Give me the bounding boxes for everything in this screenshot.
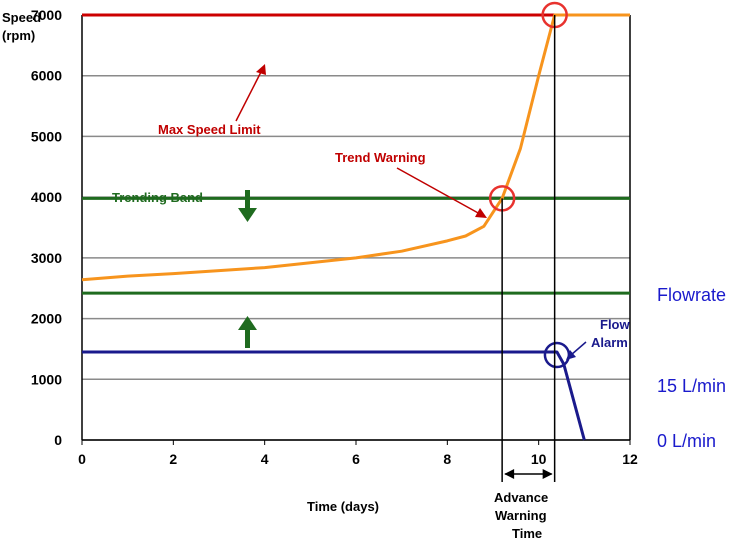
series (82, 15, 630, 440)
x-tick-label-0: 0 (78, 451, 86, 467)
max-speed-limit-label: Max Speed Limit (158, 122, 261, 137)
advance-warning-label-line3: Time (512, 526, 542, 541)
x-tick-label-4: 8 (443, 451, 451, 467)
flowrate-label: Flowrate (657, 285, 726, 305)
grid (82, 15, 630, 440)
flowrate-0-label: 0 L/min (657, 431, 716, 451)
trending-band-down-arrowhead (238, 208, 257, 222)
axes (82, 15, 630, 440)
advance-warning-label-line2: Warning (495, 508, 547, 523)
flow-alarm-label-line1: Flow (600, 317, 630, 332)
y-tick-label-2: 2000 (31, 311, 62, 327)
trend-warning-arrow-line (397, 168, 480, 214)
advance-warning-label-line1: Advance (494, 490, 548, 505)
advance-warning-arrowhead-left (504, 469, 514, 479)
y-tick-label-6: 6000 (31, 68, 62, 84)
y-tick-label-3: 3000 (31, 250, 62, 266)
y-axis-title-line1: Speed (2, 10, 41, 25)
trend-warning-label: Trend Warning (335, 150, 426, 165)
x-tick-label-5: 10 (531, 451, 547, 467)
x-tick-label-2: 4 (261, 451, 269, 467)
y-tick-label-1: 1000 (31, 371, 62, 387)
y-tick-label-5: 5000 (31, 128, 62, 144)
y-tick-label-4: 4000 (31, 189, 62, 205)
flow-alarm-label-line2: Alarm (591, 335, 628, 350)
flow-series-line (82, 352, 584, 440)
trending-band-label: Trending Band (112, 190, 203, 205)
flowrate-15-label: 15 L/min (657, 376, 726, 396)
advance-warning-arrowhead-right (543, 469, 553, 479)
x-tick-label-3: 6 (352, 451, 360, 467)
y-tick-label-0: 0 (54, 432, 62, 448)
max-speed-arrow-line (236, 70, 262, 121)
x-tick-label-6: 12 (622, 451, 638, 467)
speed-series-line (82, 15, 630, 280)
x-axis-title: Time (days) (307, 499, 379, 514)
x-tick-label-1: 2 (169, 451, 177, 467)
y-axis-title-line2: (rpm) (2, 28, 35, 43)
max-speed-arrowhead (256, 64, 266, 75)
flow-alarm-arrow-line (571, 342, 586, 355)
